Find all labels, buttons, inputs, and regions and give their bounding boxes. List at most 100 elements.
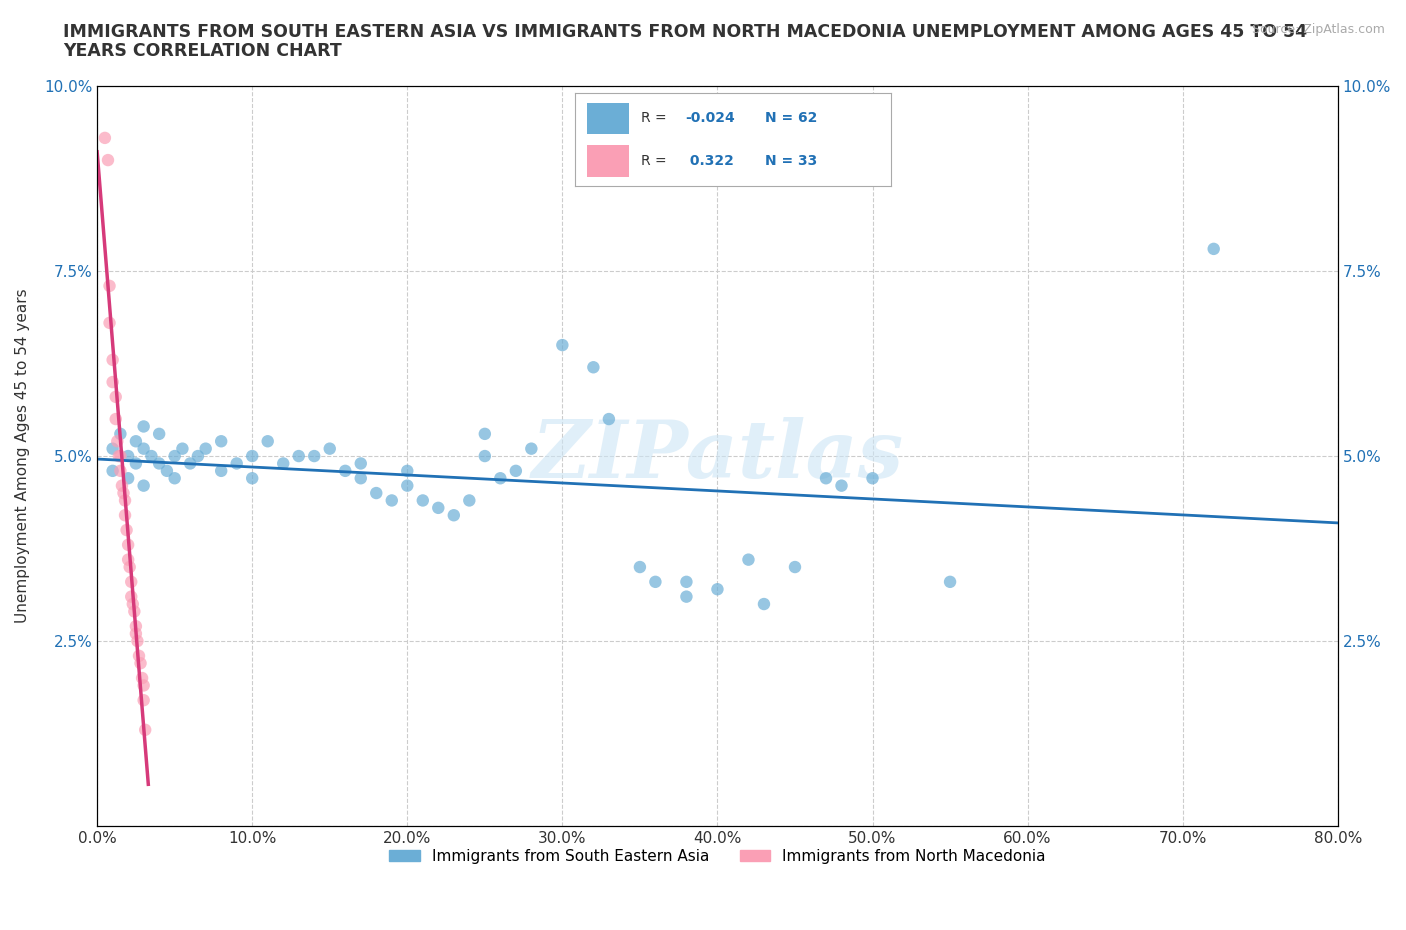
Point: [582, 360, 605, 375]
Point: [366, 485, 388, 500]
Point: [209, 463, 232, 478]
Point: [101, 352, 124, 367]
Point: [396, 463, 419, 478]
Point: [134, 723, 156, 737]
Point: [737, 552, 759, 567]
Point: [125, 626, 148, 641]
Point: [350, 456, 373, 471]
Point: [520, 441, 543, 456]
Point: [98, 315, 121, 330]
Point: [127, 633, 149, 648]
Point: [110, 463, 132, 478]
Point: [132, 419, 155, 434]
Point: [396, 478, 419, 493]
Point: [1202, 242, 1225, 257]
Point: [94, 130, 117, 145]
Point: [489, 471, 512, 485]
Point: [187, 448, 209, 463]
Point: [117, 471, 139, 485]
Point: [132, 693, 155, 708]
Point: [114, 508, 136, 523]
Point: [644, 575, 666, 590]
Point: [443, 508, 465, 523]
Point: [350, 471, 373, 485]
Point: [125, 456, 148, 471]
Point: [125, 618, 148, 633]
Point: [628, 560, 651, 575]
Point: [862, 471, 884, 485]
Point: [120, 575, 142, 590]
Point: [117, 448, 139, 463]
Y-axis label: Unemployment Among Ages 45 to 54 years: Unemployment Among Ages 45 to 54 years: [15, 288, 30, 623]
Point: [179, 456, 201, 471]
Point: [101, 463, 124, 478]
Point: [240, 471, 263, 485]
Text: YEARS CORRELATION CHART: YEARS CORRELATION CHART: [63, 42, 342, 60]
Point: [240, 448, 263, 463]
Point: [287, 448, 309, 463]
Text: Source: ZipAtlas.com: Source: ZipAtlas.com: [1251, 23, 1385, 36]
Point: [132, 478, 155, 493]
Point: [302, 448, 325, 463]
Point: [148, 427, 170, 442]
Point: [458, 493, 481, 508]
Point: [225, 456, 247, 471]
Point: [110, 427, 132, 442]
Point: [120, 590, 142, 604]
Point: [474, 427, 496, 442]
Point: [124, 604, 146, 618]
Point: [110, 448, 132, 463]
Point: [675, 590, 697, 604]
Point: [98, 278, 121, 293]
Point: [271, 456, 294, 471]
Point: [131, 671, 153, 685]
Point: [128, 648, 150, 663]
Point: [706, 582, 728, 597]
Point: [104, 390, 127, 405]
Point: [101, 375, 124, 390]
Legend: Immigrants from South Eastern Asia, Immigrants from North Macedonia: Immigrants from South Eastern Asia, Immi…: [382, 843, 1052, 870]
Point: [163, 471, 186, 485]
Point: [132, 441, 155, 456]
Point: [97, 153, 120, 167]
Point: [101, 441, 124, 456]
Point: [209, 433, 232, 448]
Point: [125, 433, 148, 448]
Point: [319, 441, 342, 456]
Point: [132, 678, 155, 693]
Point: [111, 478, 134, 493]
Point: [381, 493, 404, 508]
Point: [112, 485, 135, 500]
Point: [148, 456, 170, 471]
Point: [783, 560, 806, 575]
Point: [118, 560, 141, 575]
Point: [104, 412, 127, 427]
Point: [194, 441, 217, 456]
Point: [675, 575, 697, 590]
Point: [115, 523, 138, 538]
Point: [121, 597, 143, 612]
Point: [114, 493, 136, 508]
Point: [156, 463, 179, 478]
Point: [752, 597, 775, 612]
Point: [474, 448, 496, 463]
Point: [598, 412, 620, 427]
Point: [117, 538, 139, 552]
Text: ZIPatlas: ZIPatlas: [531, 418, 904, 495]
Point: [256, 433, 278, 448]
Point: [172, 441, 194, 456]
Point: [814, 471, 837, 485]
Point: [939, 575, 962, 590]
Point: [551, 338, 574, 352]
Point: [108, 448, 131, 463]
Point: [117, 552, 139, 567]
Point: [505, 463, 527, 478]
Text: IMMIGRANTS FROM SOUTH EASTERN ASIA VS IMMIGRANTS FROM NORTH MACEDONIA UNEMPLOYME: IMMIGRANTS FROM SOUTH EASTERN ASIA VS IM…: [63, 23, 1308, 41]
Point: [141, 448, 163, 463]
Point: [163, 448, 186, 463]
Point: [129, 656, 152, 671]
Point: [427, 500, 450, 515]
Point: [105, 433, 128, 448]
Point: [831, 478, 853, 493]
Point: [412, 493, 434, 508]
